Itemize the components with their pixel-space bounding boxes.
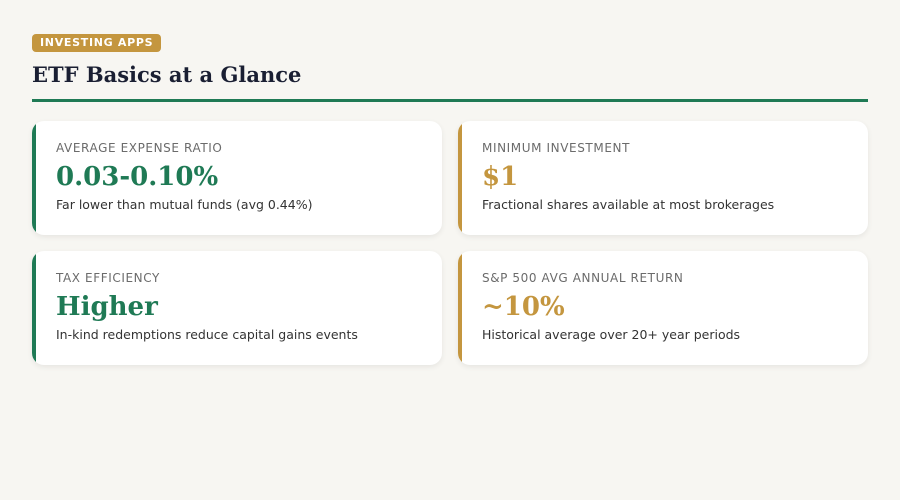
stat-card-minimum-investment: MINIMUM INVESTMENT $1 Fractional shares …: [458, 121, 868, 235]
stat-card-value: 0.03-0.10%: [56, 162, 219, 192]
stat-card-label: TAX EFFICIENCY: [56, 271, 160, 285]
stat-card-label: AVERAGE EXPENSE RATIO: [56, 141, 223, 155]
stat-card-note: Historical average over 20+ year periods: [482, 327, 741, 342]
stat-card-tax-efficiency: TAX EFFICIENCY Higher In-kind redemption…: [32, 251, 442, 365]
stat-card-value: Higher: [56, 292, 158, 322]
stat-card-note: Fractional shares available at most brok…: [482, 197, 775, 212]
stat-card-note: In-kind redemptions reduce capital gains…: [56, 327, 358, 342]
page-title: ETF Basics at a Glance: [32, 62, 302, 87]
category-badge: INVESTING APPS: [32, 34, 162, 52]
stat-card-value: ~10%: [482, 292, 565, 322]
stat-card-value: $1: [482, 162, 519, 192]
stat-card-expense-ratio: AVERAGE EXPENSE RATIO 0.03-0.10% Far low…: [32, 121, 442, 235]
stat-card-label: S&P 500 AVG ANNUAL RETURN: [482, 271, 684, 285]
stat-card-label: MINIMUM INVESTMENT: [482, 141, 631, 155]
stat-card-grid: AVERAGE EXPENSE RATIO 0.03-0.10% Far low…: [32, 121, 868, 365]
title-divider: [32, 99, 868, 102]
stat-card-sp500-return: S&P 500 AVG ANNUAL RETURN ~10% Historica…: [458, 251, 868, 365]
stat-card-note: Far lower than mutual funds (avg 0.44%): [56, 197, 313, 212]
